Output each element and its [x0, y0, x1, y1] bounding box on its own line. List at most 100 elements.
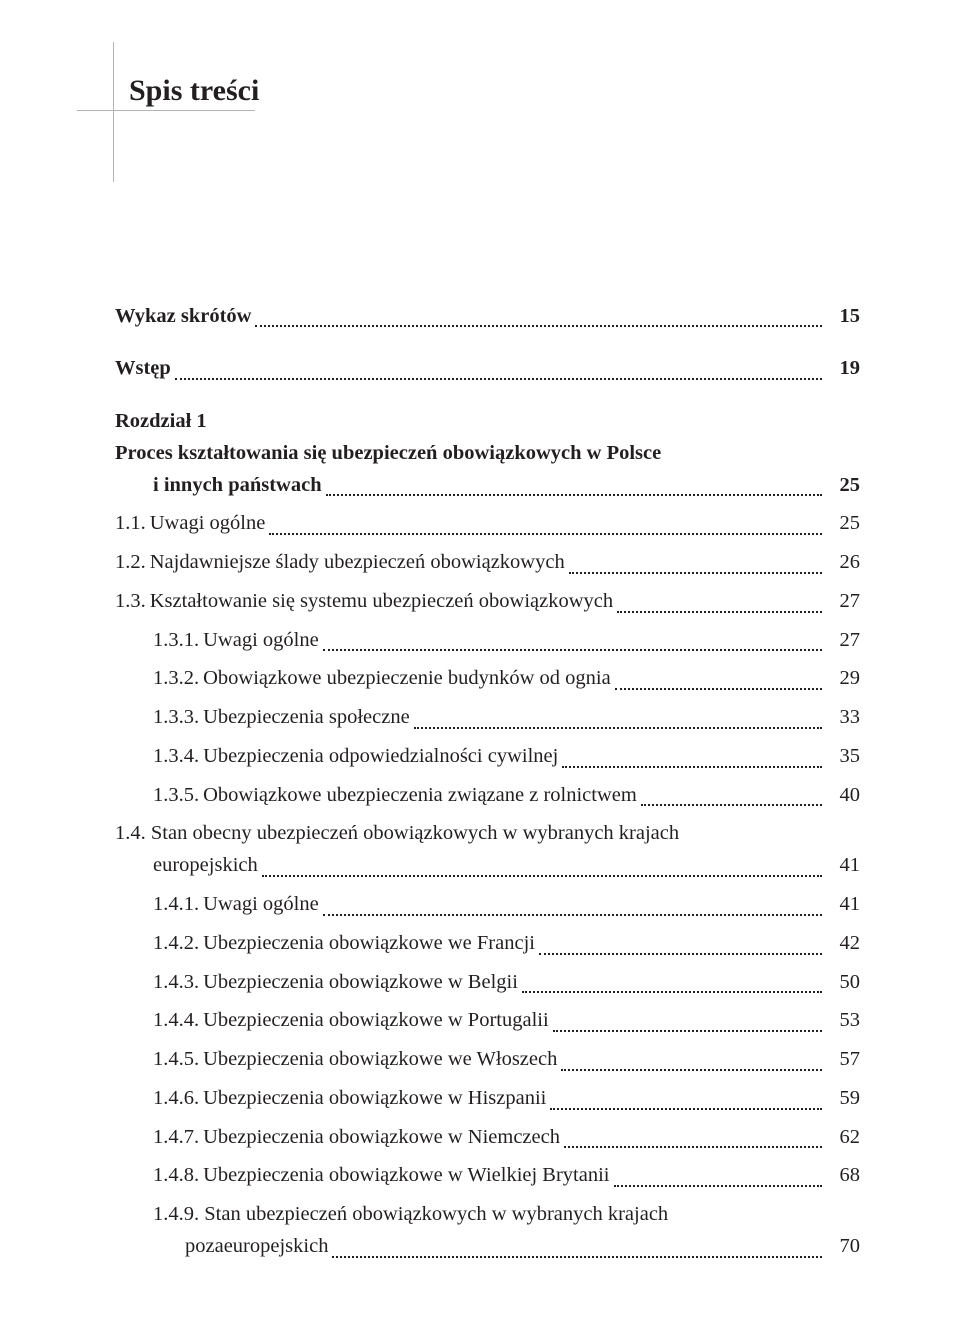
toc-entry-label: Uwagi ogólne [203, 889, 319, 921]
toc-entry: 1.4.5. Ubezpieczenia obowiązkowe we Włos… [153, 1044, 860, 1076]
toc-entry-lastline: i innych państwach 25 [153, 470, 860, 502]
toc-entry-page: 41 [826, 850, 860, 882]
toc-chapter-heading: Rozdział 1 [115, 406, 860, 438]
toc-entry-number: 1.4.2. [153, 928, 203, 960]
toc-entry-page: 68 [826, 1160, 860, 1192]
page-title: Spis treści [115, 68, 860, 121]
toc-entry-number: 1.1. [115, 508, 150, 540]
toc-entry-label: Najdawniejsze ślady ubezpieczeń obowiązk… [150, 547, 565, 579]
toc-entry-page: 25 [826, 470, 860, 502]
toc-entry-label: Uwagi ogólne [150, 508, 266, 540]
toc-leader-dots [569, 557, 822, 573]
toc-entry: Wykaz skrótów15 [115, 301, 860, 333]
toc-entry-number: 1.3.5. [153, 780, 203, 812]
toc-leader-dots [262, 861, 822, 877]
toc-leader-dots [522, 977, 822, 993]
toc-leader-dots [553, 1016, 822, 1032]
toc-leader-dots [414, 713, 822, 729]
toc-leader-dots [175, 364, 822, 380]
toc-entry-firstline: Proces kształtowania się ubezpieczeń obo… [115, 438, 860, 470]
toc-spacer [115, 392, 860, 406]
toc-entry-number: 1.4.1. [153, 889, 203, 921]
toc-entry-number: 1.4.8. [153, 1160, 203, 1192]
toc-entry-page: 42 [826, 928, 860, 960]
toc-leader-dots [539, 938, 822, 954]
toc-entry-page: 53 [826, 1005, 860, 1037]
toc-entry-label: Ubezpieczenia odpowiedzialności cywilnej [203, 741, 558, 773]
toc-entry: 1.3. Kształtowanie się systemu ubezpiecz… [115, 586, 860, 618]
toc-entry-page: 15 [826, 301, 860, 333]
toc-entry-label: pozaeuropejskich [185, 1231, 328, 1263]
toc-entry: 1.4.1. Uwagi ogólne 41 [153, 889, 860, 921]
toc-entry: 1.1. Uwagi ogólne 25 [115, 508, 860, 540]
toc-entry-label: i innych państwach [153, 470, 322, 502]
toc-entry-label: Ubezpieczenia obowiązkowe we Włoszech [203, 1044, 557, 1076]
header-vertical-rule [113, 42, 114, 182]
toc-entry-label: Ubezpieczenia obowiązkowe w Hiszpanii [203, 1083, 546, 1115]
toc-entry: Proces kształtowania się ubezpieczeń obo… [115, 438, 860, 502]
toc-entry-page: 29 [826, 663, 860, 695]
toc-entry-page: 27 [826, 625, 860, 657]
toc-leader-dots [615, 674, 822, 690]
toc-leader-dots [255, 311, 822, 327]
toc-entry-label: Uwagi ogólne [203, 625, 319, 657]
toc-leader-dots [326, 480, 822, 496]
toc-entry-label: Obowiązkowe ubezpieczenia związane z rol… [203, 780, 637, 812]
toc-entry: 1.4. Stan obecny ubezpieczeń obowiązkowy… [115, 818, 860, 882]
toc-leader-dots [323, 635, 822, 651]
toc-entry-number: 1.3. [115, 586, 150, 618]
toc-entry-number: 1.3.4. [153, 741, 203, 773]
toc-entry-label: Ubezpieczenia społeczne [203, 702, 410, 734]
toc-leader-dots [269, 519, 822, 535]
toc-leader-dots [323, 899, 822, 915]
toc-entry-page: 25 [826, 508, 860, 540]
toc-entry-page: 59 [826, 1083, 860, 1115]
toc-entry: Wstęp19 [115, 353, 860, 385]
toc-entry-number: 1.4.5. [153, 1044, 203, 1076]
toc-leader-dots [641, 790, 822, 806]
toc-leader-dots [561, 1054, 822, 1070]
toc-entry-page: 27 [826, 586, 860, 618]
toc-entry: 1.4.2. Ubezpieczenia obowiązkowe we Fran… [153, 928, 860, 960]
toc-entry: 1.2. Najdawniejsze ślady ubezpieczeń obo… [115, 547, 860, 579]
toc-entry-page: 57 [826, 1044, 860, 1076]
toc-entry-label: Ubezpieczenia obowiązkowe w Wielkiej Bry… [203, 1160, 609, 1192]
toc-entry-page: 35 [826, 741, 860, 773]
toc-entry: 1.4.9. Stan ubezpieczeń obowiązkowych w … [153, 1199, 860, 1263]
toc-entry-firstline: 1.4.9. Stan ubezpieczeń obowiązkowych w … [153, 1199, 860, 1231]
toc-entry: 1.4.4. Ubezpieczenia obowiązkowe w Portu… [153, 1005, 860, 1037]
toc-leader-dots [564, 1132, 822, 1148]
toc-entry-number: 1.4.6. [153, 1083, 203, 1115]
toc-entry-lastline: pozaeuropejskich 70 [185, 1231, 860, 1263]
toc-entry-number: 1.4.7. [153, 1122, 203, 1154]
toc-entry-page: 50 [826, 967, 860, 999]
toc-entry-label: Ubezpieczenia obowiązkowe we Francji [203, 928, 535, 960]
toc-entry-number: 1.4.4. [153, 1005, 203, 1037]
toc-entry-firstline: 1.4. Stan obecny ubezpieczeń obowiązkowy… [115, 818, 860, 850]
toc-entry-label: Obowiązkowe ubezpieczenie budynków od og… [203, 663, 611, 695]
toc-entry: 1.4.3. Ubezpieczenia obowiązkowe w Belgi… [153, 967, 860, 999]
table-of-contents: Wykaz skrótów15 Wstęp19 Rozdział 1Proces k… [115, 301, 860, 1263]
toc-entry-page: 41 [826, 889, 860, 921]
toc-entry-label: Ubezpieczenia obowiązkowe w Belgii [203, 967, 518, 999]
toc-entry-label: Kształtowanie się systemu ubezpieczeń ob… [150, 586, 613, 618]
toc-entry: 1.3.5. Obowiązkowe ubezpieczenia związan… [153, 780, 860, 812]
toc-entry: 1.4.6. Ubezpieczenia obowiązkowe w Hiszp… [153, 1083, 860, 1115]
toc-entry: 1.3.4. Ubezpieczenia odpowiedzialności c… [153, 741, 860, 773]
toc-entry-lastline: europejskich 41 [153, 850, 860, 882]
page-header: Spis treści [115, 68, 860, 121]
toc-entry-number: 1.3.1. [153, 625, 203, 657]
toc-entry-number: 1.4.3. [153, 967, 203, 999]
toc-leader-dots [562, 751, 822, 767]
toc-entry-number: 1.3.2. [153, 663, 203, 695]
toc-entry-page: 70 [826, 1231, 860, 1263]
toc-leader-dots [332, 1241, 822, 1257]
toc-entry: 1.3.2. Obowiązkowe ubezpieczenie budynkó… [153, 663, 860, 695]
toc-entry-label: europejskich [153, 850, 258, 882]
toc-entry: 1.4.8. Ubezpieczenia obowiązkowe w Wielk… [153, 1160, 860, 1192]
toc-entry-page: 62 [826, 1122, 860, 1154]
toc-entry-label: Wstęp [115, 353, 171, 385]
toc-entry-label: Ubezpieczenia obowiązkowe w Niemczech [203, 1122, 560, 1154]
toc-entry-number: 1.2. [115, 547, 150, 579]
toc-entry: 1.3.3. Ubezpieczenia społeczne33 [153, 702, 860, 734]
